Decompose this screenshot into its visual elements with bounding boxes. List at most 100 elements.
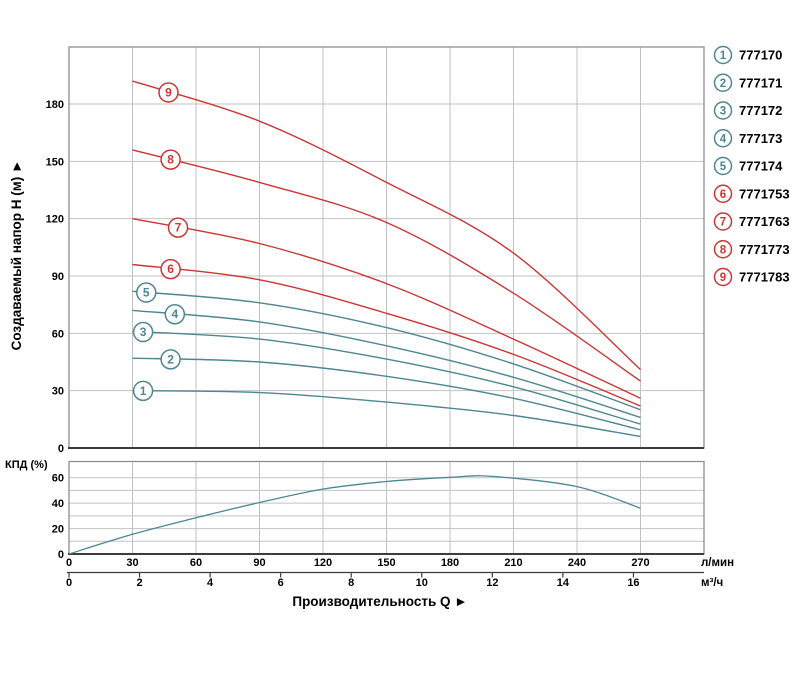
main-y-tick-label: 120 — [46, 214, 64, 226]
legend-circle-6 — [713, 184, 733, 203]
x-tick-label-m3h: 2 — [136, 577, 142, 589]
efficiency-curve — [68, 475, 641, 555]
curve-marker-7 — [167, 217, 189, 238]
legend-number-6: 6 — [720, 189, 726, 201]
x-tick-label-m3h: 4 — [207, 577, 214, 589]
x-tick-label-m3h: 8 — [348, 577, 354, 589]
x-tick-label-lmin: 30 — [126, 557, 138, 569]
efficiency-line — [68, 475, 641, 555]
x-tick-label-m3h: 10 — [416, 577, 428, 589]
pump-curve-9 — [132, 80, 641, 371]
lower-y-tick-label: 0 — [58, 549, 64, 561]
legend-model-5: 777174 — [739, 159, 783, 174]
unit-label-lmin: л/мин — [701, 557, 734, 569]
main-y-tick-label: 90 — [52, 271, 64, 283]
curve-marker-3 — [132, 321, 154, 343]
legend-model-3: 777172 — [739, 103, 782, 118]
curve-marker-number-6: 6 — [167, 262, 174, 276]
curve-marker-5 — [136, 282, 157, 303]
legend-circle-7 — [713, 212, 733, 231]
x-tick-label-m3h: 12 — [486, 577, 498, 589]
main-y-tick-label: 150 — [46, 156, 64, 168]
legend-item-9: 9 7771783 — [713, 267, 790, 287]
legend-number-7: 7 — [720, 217, 726, 229]
legend-number-9: 9 — [720, 272, 726, 284]
legend-number-5: 5 — [720, 161, 727, 173]
curve-number-markers: 1 2 3 4 5 6 7 8 9 — [132, 82, 189, 402]
chart-borders — [67, 46, 705, 578]
curve-marker-4 — [164, 303, 186, 325]
x-tick-label-lmin: 90 — [253, 557, 265, 569]
y-axis-title: Создаваемый напор H (м) ► — [9, 160, 24, 351]
x-tick-label-lmin: 270 — [631, 557, 649, 569]
main-y-tick-label: 60 — [52, 328, 64, 340]
curve-marker-9 — [158, 82, 179, 103]
legend-model-6: 7771753 — [739, 186, 790, 201]
legend-model-9: 7771783 — [739, 270, 790, 285]
legend-circle-2 — [713, 73, 733, 92]
curve-marker-1 — [132, 380, 154, 402]
legend-item-1: 1 777170 — [713, 45, 782, 65]
curve-marker-number-2: 2 — [167, 352, 174, 366]
legend-item-3: 3 777172 — [713, 101, 782, 120]
legend-model-2: 777171 — [739, 75, 782, 90]
legend-number-1: 1 — [720, 50, 727, 62]
legend-model-1: 777170 — [739, 48, 782, 63]
pump-curve-3 — [132, 330, 641, 425]
x-tick-label-lmin: 180 — [441, 557, 459, 569]
pump-curve-4 — [132, 309, 641, 419]
curve-marker-number-5: 5 — [143, 286, 150, 300]
main-y-tick-label: 0 — [58, 443, 64, 455]
lower-y-tick-label: 60 — [52, 473, 64, 485]
curve-marker-number-1: 1 — [140, 384, 147, 398]
x-tick-label-lmin: 60 — [190, 557, 202, 569]
curve-marker-number-8: 8 — [167, 153, 174, 167]
legend-item-8: 8 7771773 — [713, 240, 790, 259]
pump-curve-8 — [132, 149, 641, 382]
pump-curve-1 — [132, 390, 641, 438]
curve-marker-number-4: 4 — [171, 307, 178, 321]
x-tick-label-lmin: 0 — [66, 557, 72, 569]
legend: 1 777170 2 777171 3 777172 4 777173 5 777174 6 7771… — [713, 45, 790, 287]
head-curves — [132, 80, 641, 438]
lower-y-tick-label: 20 — [52, 524, 64, 536]
legend-item-2: 2 777171 — [713, 73, 782, 92]
efficiency-axis-label: КПД (%) — [5, 459, 48, 471]
legend-circle-5 — [713, 156, 733, 176]
main-y-tick-label: 30 — [52, 386, 64, 398]
curve-marker-2 — [160, 349, 181, 370]
legend-model-8: 7771773 — [739, 242, 790, 257]
x-axis-title: Производительность Q ► — [292, 594, 467, 609]
legend-item-5: 5 777174 — [713, 156, 783, 176]
main-y-tick-label: 180 — [46, 99, 64, 111]
x-tick-label-lmin: 210 — [504, 557, 522, 569]
x-tick-label-m3h: 14 — [557, 577, 570, 589]
pump-curve-7 — [132, 218, 641, 399]
curve-marker-6 — [160, 258, 181, 280]
x-tick-label-m3h: 16 — [627, 577, 639, 589]
legend-circle-4 — [713, 129, 733, 148]
legend-number-8: 8 — [720, 244, 727, 256]
x-tick-label-m3h: 6 — [278, 577, 284, 589]
legend-model-7: 7771763 — [739, 214, 790, 229]
gridlines — [69, 47, 704, 554]
legend-number-2: 2 — [720, 78, 726, 90]
lower-y-tick-label: 40 — [52, 498, 64, 510]
legend-number-4: 4 — [720, 133, 727, 145]
legend-number-3: 3 — [720, 106, 726, 118]
unit-label-m3h: м³/ч — [701, 577, 723, 589]
x-tick-label-lmin: 120 — [314, 557, 332, 569]
curve-marker-number-3: 3 — [140, 325, 147, 339]
legend-circle-8 — [713, 240, 733, 259]
pump-curve-5 — [132, 290, 641, 411]
x-tick-label-m3h: 0 — [66, 577, 72, 589]
pump-curve-2 — [132, 357, 641, 431]
legend-item-6: 6 7771753 — [713, 184, 790, 203]
x-tick-label-lmin: 150 — [377, 557, 395, 569]
legend-item-4: 4 777173 — [713, 129, 782, 148]
pump-curve-6 — [132, 263, 641, 407]
curve-marker-number-7: 7 — [175, 221, 182, 235]
legend-item-7: 7 7771763 — [713, 212, 790, 231]
legend-circle-1 — [713, 45, 733, 65]
legend-circle-9 — [713, 267, 733, 287]
